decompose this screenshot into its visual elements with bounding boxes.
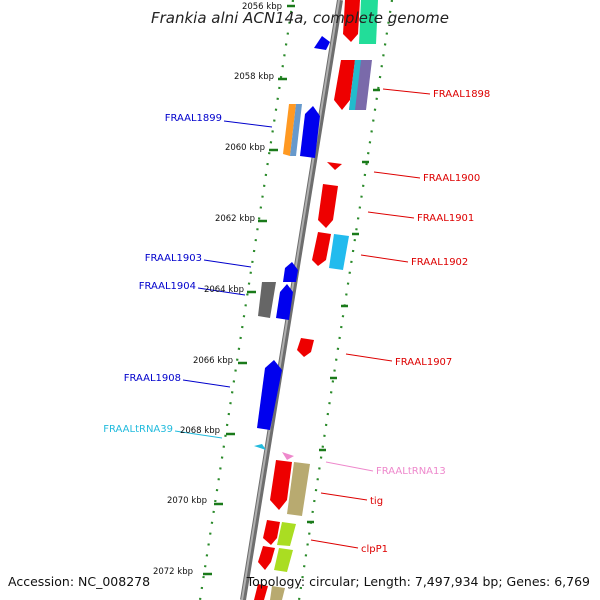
tick-label: 2056 kbp	[242, 2, 282, 12]
tick-label: 2066 kbp	[193, 356, 233, 366]
gene-label-FRAAL1902[interactable]: FRAAL1902	[411, 257, 468, 268]
gene-feature	[329, 234, 349, 270]
leader-line	[310, 539, 359, 549]
leader-line	[367, 211, 415, 219]
tick-label: 2068 kbp	[180, 426, 220, 436]
gene-feature	[274, 548, 293, 572]
tick-labels: 2056 kbp 2058 kbp 2060 kbp 2062 kbp 2064…	[153, 2, 282, 577]
gene-feature	[290, 104, 302, 156]
gene-label-FRAALtRNA39[interactable]: FRAALtRNA39	[103, 424, 173, 435]
gene-feature	[254, 584, 268, 600]
gene-label-FRAAL1898[interactable]: FRAAL1898	[433, 89, 490, 100]
gene-feature	[359, 0, 378, 44]
tick-label: 2070 kbp	[167, 496, 207, 506]
gene-feature	[270, 586, 285, 600]
trna-feature	[282, 452, 294, 460]
leader-line	[373, 171, 421, 179]
leader-line	[325, 461, 374, 472]
gene-feature	[257, 360, 282, 430]
leader-line	[203, 259, 252, 268]
gene-feature	[314, 36, 330, 50]
leader-line	[223, 120, 273, 128]
tick-label: 2058 kbp	[234, 72, 274, 82]
leader-line	[382, 88, 431, 95]
gene-feature	[276, 284, 293, 320]
gene-feature	[300, 106, 320, 158]
gene-feature	[258, 282, 276, 318]
tick-marks	[203, 4, 380, 576]
leader-line	[197, 287, 246, 296]
gene-feature	[349, 60, 361, 110]
tick-label: 2064 kbp	[204, 285, 244, 295]
gene-label-FRAAL1899[interactable]: FRAAL1899	[165, 113, 222, 124]
tick-label: 2072 kbp	[153, 567, 193, 577]
tick-label: 2062 kbp	[215, 214, 255, 224]
gene-labels: FRAAL1898 FRAAL1899 FRAAL1900 FRAAL1901 …	[103, 89, 490, 555]
tick-label: 2060 kbp	[225, 143, 265, 153]
leader-line	[320, 492, 368, 501]
gene-feature	[343, 0, 360, 42]
gene-feature	[270, 460, 292, 510]
forward-strand-features	[254, 36, 330, 450]
gene-label-FRAAL1908[interactable]: FRAAL1908	[124, 373, 181, 384]
gene-label-FRAAL1901[interactable]: FRAAL1901	[417, 213, 474, 224]
leader-line	[345, 353, 393, 362]
leader-line	[360, 254, 409, 263]
gene-feature	[283, 104, 296, 156]
gene-feature	[297, 338, 314, 357]
accession-text: Accession: NC_008278	[8, 574, 150, 589]
gene-label-FRAAL1900[interactable]: FRAAL1900	[423, 173, 480, 184]
gene-feature	[277, 522, 296, 546]
leader-line	[182, 379, 231, 388]
gene-label-FRAAL1904[interactable]: FRAAL1904	[139, 281, 196, 292]
trna-feature	[254, 444, 266, 450]
gene-feature	[283, 262, 298, 282]
gene-label-FRAALtRNA13[interactable]: FRAALtRNA13	[376, 466, 446, 477]
gene-label-tig[interactable]: tig	[370, 496, 383, 507]
gene-feature	[334, 60, 355, 110]
topology-text: Topology: circular; Length: 7,497,934 bp…	[246, 574, 590, 589]
reverse-strand-features	[254, 0, 378, 600]
gene-label-FRAAL1903[interactable]: FRAAL1903	[145, 253, 202, 264]
map-title: Frankia alni ACN14a, complete genome	[151, 9, 449, 27]
gene-feature	[287, 462, 310, 516]
gene-label-FRAAL1907[interactable]: FRAAL1907	[395, 357, 452, 368]
gene-feature	[312, 232, 331, 266]
gene-feature	[327, 162, 342, 170]
gene-label-clpP1[interactable]: clpP1	[361, 544, 388, 555]
gene-feature	[258, 546, 275, 570]
leader-line	[174, 430, 223, 439]
gene-feature	[318, 184, 338, 228]
leader-lines	[174, 88, 431, 549]
gene-feature	[263, 520, 280, 545]
